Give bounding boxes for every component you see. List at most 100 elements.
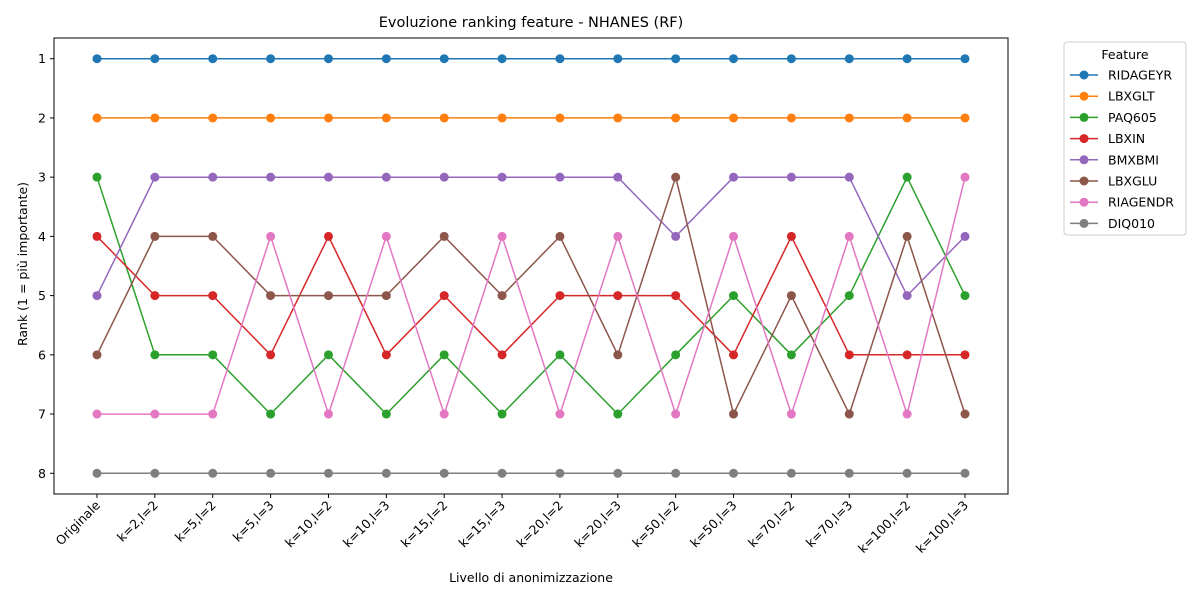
data-point: [208, 172, 218, 182]
data-point: [150, 113, 160, 123]
data-point: [381, 113, 391, 123]
data-point: [266, 54, 276, 64]
x-axis-label: Livello di anonimizzazione: [449, 570, 613, 585]
data-point: [671, 409, 681, 419]
data-point: [266, 350, 276, 360]
data-point: [92, 113, 102, 123]
x-tick-label: k=50,l=2: [629, 498, 682, 551]
data-point: [902, 113, 912, 123]
x-tick-label: k=2,l=2: [114, 498, 161, 545]
data-point: [613, 291, 623, 301]
data-point: [786, 54, 796, 64]
data-point: [323, 291, 333, 301]
data-point: [960, 113, 970, 123]
data-point: [902, 291, 912, 301]
data-point: [671, 54, 681, 64]
data-point: [786, 172, 796, 182]
data-point: [208, 350, 218, 360]
legend-item: BMXBMI: [1070, 152, 1159, 167]
data-point: [555, 350, 565, 360]
data-point: [266, 409, 276, 419]
series-line-lbxin: [96, 235, 965, 356]
series-diq010: [92, 468, 970, 478]
x-tick-label: k=10,l=3: [340, 498, 393, 551]
plot-area: [53, 37, 1009, 495]
data-point: [844, 172, 854, 182]
y-tick-label: 7: [38, 407, 46, 422]
x-tick-label: k=15,l=2: [398, 498, 451, 551]
data-point: [729, 468, 739, 478]
data-point: [613, 409, 623, 419]
data-point: [439, 113, 449, 123]
data-point: [381, 54, 391, 64]
data-point: [92, 468, 102, 478]
legend-marker: [1079, 155, 1089, 165]
data-point: [497, 172, 507, 182]
legend-label: BMXBMI: [1108, 152, 1159, 167]
data-point: [323, 113, 333, 123]
y-tick-label: 3: [38, 170, 46, 185]
x-tick-label: k=50,l=3: [687, 498, 740, 551]
x-tick-label: k=70,l=3: [803, 498, 856, 551]
data-point: [150, 350, 160, 360]
y-tick-label: 4: [38, 229, 46, 244]
x-tick-label: k=70,l=2: [745, 498, 798, 551]
legend-label: DIQ010: [1108, 216, 1155, 231]
data-point: [266, 113, 276, 123]
data-point: [555, 468, 565, 478]
series-lbxglu: [92, 172, 970, 419]
legend-item: LBXIN: [1070, 131, 1145, 146]
y-axis: 1 2 3 4 5 6 7 8: [38, 51, 54, 481]
data-point: [439, 54, 449, 64]
legend: Feature RIDAGEYR LBXGLT PAQ605 LBXIN BMXBMI L…: [1063, 41, 1187, 236]
plot-frame: [53, 37, 1009, 495]
data-point: [555, 409, 565, 419]
data-point: [497, 291, 507, 301]
data-point: [729, 54, 739, 64]
series-lbxin: [92, 231, 970, 360]
data-point: [902, 350, 912, 360]
series-lbxglt: [92, 113, 970, 123]
legend-marker: [1079, 70, 1089, 80]
data-point: [439, 350, 449, 360]
y-tick-label: 5: [38, 288, 46, 303]
data-point: [150, 231, 160, 241]
data-point: [92, 409, 102, 419]
data-point: [555, 291, 565, 301]
data-point: [92, 291, 102, 301]
data-point: [555, 113, 565, 123]
data-point: [613, 231, 623, 241]
data-point: [497, 468, 507, 478]
data-point: [497, 409, 507, 419]
x-axis: Originale k=2,l=2 k=5,l=2 k=5,l=3 k=10,l=2 k=…: [52, 494, 971, 556]
x-tick-label: Originale: [52, 497, 103, 548]
series-line-lbxglu: [96, 176, 966, 415]
data-point: [960, 172, 970, 182]
legend-item: RIDAGEYR: [1070, 68, 1172, 83]
data-point: [729, 409, 739, 419]
data-point: [150, 54, 160, 64]
data-point: [266, 172, 276, 182]
data-point: [844, 54, 854, 64]
data-point: [613, 54, 623, 64]
data-point: [497, 231, 507, 241]
x-tick-label: k=5,l=3: [230, 498, 277, 545]
data-point: [613, 113, 623, 123]
data-point: [786, 468, 796, 478]
x-tick-label: k=20,l=2: [513, 498, 566, 551]
legend-marker: [1079, 112, 1089, 122]
data-point: [323, 54, 333, 64]
series-line-bmxbmi: [96, 176, 966, 297]
legend-label: RIAGENDR: [1108, 195, 1174, 210]
data-point: [381, 350, 391, 360]
data-point: [92, 54, 102, 64]
data-point: [208, 54, 218, 64]
data-point: [729, 291, 739, 301]
legend-item: LBXGLT: [1070, 89, 1155, 104]
data-point: [92, 231, 102, 241]
legend-label: LBXGLU: [1108, 174, 1157, 189]
data-point: [439, 172, 449, 182]
legend-marker: [1079, 197, 1089, 207]
data-point: [150, 468, 160, 478]
y-tick-label: 1: [38, 51, 46, 66]
